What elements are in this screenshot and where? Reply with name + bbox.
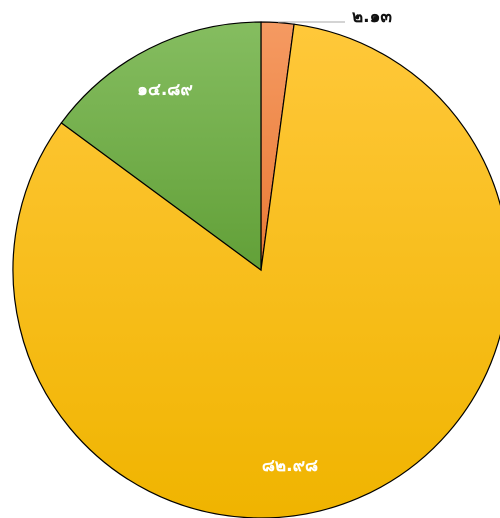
pie-slice — [12, 23, 500, 518]
pie-slice — [60, 21, 262, 272]
data-label: ๒.๑๓ — [352, 7, 392, 27]
data-label: ๘๒.๙๘ — [262, 456, 318, 476]
data-label: ๑๔.๘๙ — [137, 80, 193, 100]
